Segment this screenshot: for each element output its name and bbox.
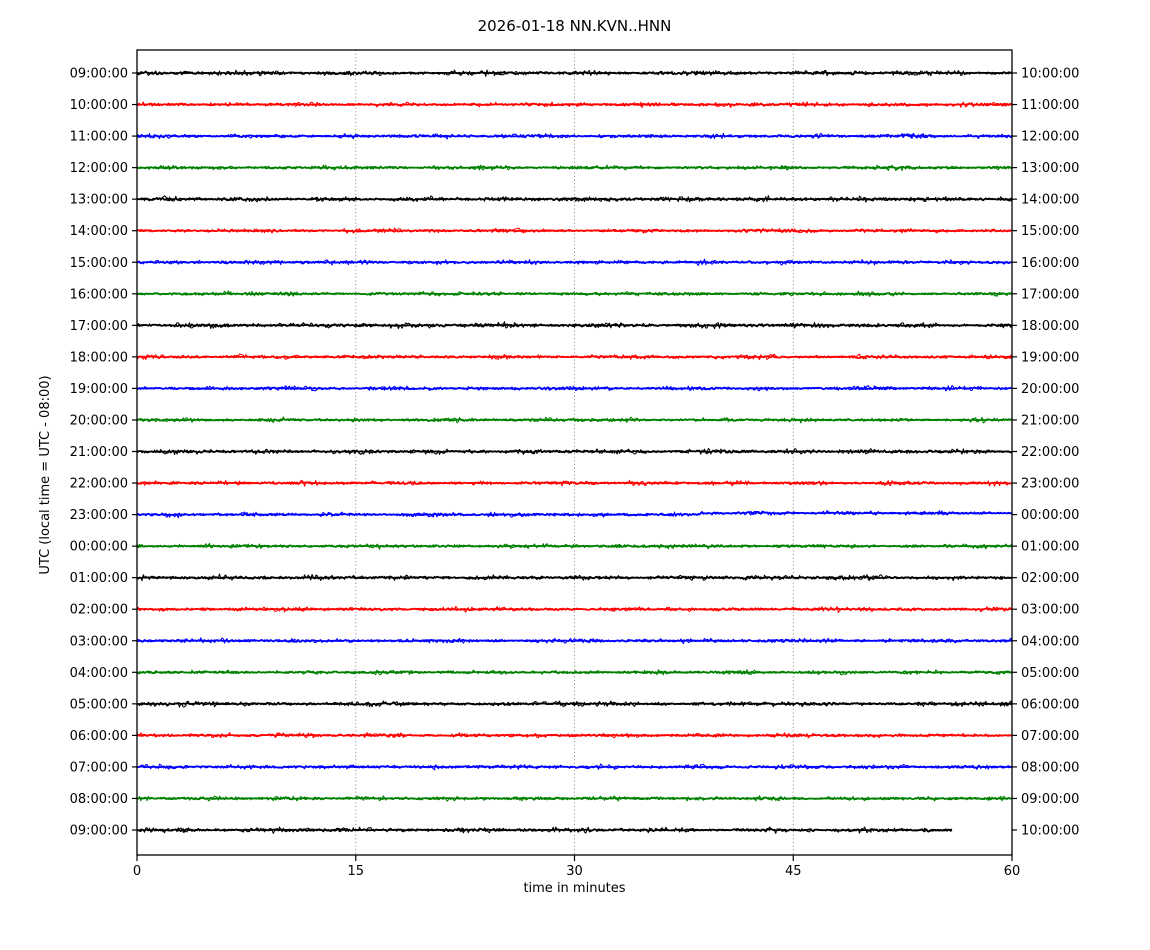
trace-row-3 [136, 165, 1013, 170]
trace-row-5 [136, 228, 1013, 233]
trace-row-8 [136, 322, 1013, 328]
right-tick-label: 17:00:00 [1021, 287, 1079, 302]
left-tick-label: 17:00:00 [70, 319, 128, 334]
right-tick-label: 16:00:00 [1021, 256, 1079, 271]
left-tick-label: 21:00:00 [70, 445, 128, 460]
left-tick-label: 09:00:00 [70, 824, 128, 839]
trace-row-19 [136, 670, 1013, 675]
right-tick-label: 20:00:00 [1021, 382, 1079, 397]
right-tick-label: 01:00:00 [1021, 540, 1079, 555]
right-tick-label: 10:00:00 [1021, 67, 1079, 82]
x-axis-label: time in minutes [523, 881, 626, 896]
right-tick-label: 14:00:00 [1021, 193, 1079, 208]
left-tick-label: 13:00:00 [70, 193, 128, 208]
trace-row-11 [136, 417, 1013, 422]
trace-row-6 [136, 260, 1013, 265]
right-tick-label: 18:00:00 [1021, 319, 1079, 334]
right-tick-label: 02:00:00 [1021, 571, 1079, 586]
trace-row-9 [136, 354, 1013, 360]
trace-row-12 [136, 449, 1013, 454]
right-tick-label: 07:00:00 [1021, 729, 1079, 744]
left-tick-label: 08:00:00 [70, 792, 128, 807]
right-tick-label: 13:00:00 [1021, 161, 1079, 176]
left-tick-label: 19:00:00 [70, 382, 128, 397]
trace-row-24 [136, 827, 953, 833]
right-tick-label: 23:00:00 [1021, 477, 1079, 492]
x-tick-label: 15 [347, 864, 364, 879]
left-tick-label: 07:00:00 [70, 760, 128, 775]
right-tick-label: 19:00:00 [1021, 350, 1079, 365]
left-tick-label: 18:00:00 [70, 350, 128, 365]
right-tick-label: 09:00:00 [1021, 792, 1079, 807]
left-tick-label: 01:00:00 [70, 571, 128, 586]
trace-row-18 [136, 638, 1013, 643]
trace-row-10 [136, 386, 1013, 391]
trace-row-1 [136, 102, 1013, 107]
left-tick-label: 14:00:00 [70, 224, 128, 239]
right-tick-label: 08:00:00 [1021, 760, 1079, 775]
right-tick-label: 10:00:00 [1021, 824, 1079, 839]
right-tick-label: 05:00:00 [1021, 666, 1079, 681]
trace-row-13 [136, 480, 1013, 486]
trace-row-0 [136, 70, 1013, 76]
right-tick-label: 00:00:00 [1021, 508, 1079, 523]
left-tick-label: 12:00:00 [70, 161, 128, 176]
trace-row-15 [136, 543, 1013, 549]
left-tick-label: 03:00:00 [70, 634, 128, 649]
left-tick-label: 00:00:00 [70, 540, 128, 555]
trace-row-20 [136, 701, 1013, 707]
trace-row-17 [136, 607, 1013, 612]
left-tick-label: 22:00:00 [70, 477, 128, 492]
left-tick-label: 20:00:00 [70, 413, 128, 428]
trace-row-14 [136, 510, 1013, 517]
left-tick-label: 16:00:00 [70, 287, 128, 302]
left-tick-label: 09:00:00 [70, 67, 128, 82]
left-tick-label: 15:00:00 [70, 256, 128, 271]
trace-row-2 [136, 134, 1013, 139]
x-tick-label: 45 [785, 864, 802, 879]
trace-row-7 [136, 291, 1013, 296]
right-tick-label: 06:00:00 [1021, 697, 1079, 712]
plot-title: 2026-01-18 NN.KVN..HNN [477, 17, 672, 35]
x-tick-label: 0 [133, 864, 141, 879]
trace-row-22 [136, 764, 1013, 770]
left-tick-label: 05:00:00 [70, 697, 128, 712]
trace-row-16 [136, 575, 1013, 580]
right-tick-label: 04:00:00 [1021, 634, 1079, 649]
left-tick-label: 11:00:00 [70, 130, 128, 145]
right-tick-label: 15:00:00 [1021, 224, 1079, 239]
right-tick-label: 12:00:00 [1021, 130, 1079, 145]
trace-row-23 [136, 796, 1013, 801]
right-tick-label: 03:00:00 [1021, 603, 1079, 618]
right-tick-label: 21:00:00 [1021, 413, 1079, 428]
right-tick-label: 11:00:00 [1021, 98, 1079, 113]
left-tick-label: 10:00:00 [70, 98, 128, 113]
right-tick-label: 22:00:00 [1021, 445, 1079, 460]
left-tick-label: 04:00:00 [70, 666, 128, 681]
trace-row-21 [136, 733, 1013, 738]
left-tick-label: 06:00:00 [70, 729, 128, 744]
x-tick-label: 60 [1004, 864, 1021, 879]
trace-row-4 [136, 196, 1013, 202]
x-tick-label: 30 [566, 864, 583, 879]
left-tick-label: 23:00:00 [70, 508, 128, 523]
left-tick-label: 02:00:00 [70, 603, 128, 618]
